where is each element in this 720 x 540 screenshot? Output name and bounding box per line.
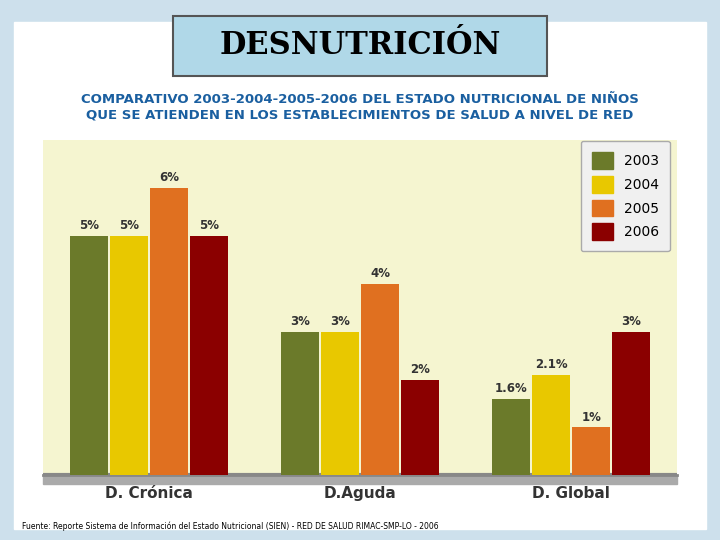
Legend: 2003, 2004, 2005, 2006: 2003, 2004, 2005, 2006 bbox=[580, 140, 670, 252]
Text: COMPARATIVO 2003-2004-2005-2006 DEL ESTADO NUTRICIONAL DE NIÑOS: COMPARATIVO 2003-2004-2005-2006 DEL ESTA… bbox=[81, 93, 639, 106]
Bar bbox=[532, 375, 570, 475]
Bar bbox=[361, 284, 399, 475]
Bar bbox=[401, 380, 439, 475]
Text: 1.6%: 1.6% bbox=[495, 382, 527, 395]
Bar bbox=[70, 236, 107, 475]
Bar bbox=[190, 236, 228, 475]
Text: DESNUTRICIÓN: DESNUTRICIÓN bbox=[220, 30, 500, 62]
Text: 4%: 4% bbox=[370, 267, 390, 280]
Bar bbox=[321, 332, 359, 475]
Bar bbox=[150, 188, 188, 475]
Text: 6%: 6% bbox=[159, 171, 179, 184]
Text: 3%: 3% bbox=[290, 315, 310, 328]
Bar bbox=[281, 332, 319, 475]
Text: 5%: 5% bbox=[119, 219, 139, 232]
Bar bbox=[43, 475, 677, 484]
Bar bbox=[572, 427, 611, 475]
FancyBboxPatch shape bbox=[173, 16, 547, 76]
Text: 3%: 3% bbox=[330, 315, 350, 328]
Text: 1%: 1% bbox=[581, 410, 601, 423]
Text: 5%: 5% bbox=[199, 219, 219, 232]
Text: 5%: 5% bbox=[78, 219, 99, 232]
Text: 2.1%: 2.1% bbox=[535, 358, 567, 371]
Text: Fuente: Reporte Sistema de Información del Estado Nutricional (SIEN) - RED DE SA: Fuente: Reporte Sistema de Información d… bbox=[22, 522, 438, 531]
Bar bbox=[109, 236, 148, 475]
Bar bbox=[613, 332, 650, 475]
Text: 2%: 2% bbox=[410, 363, 430, 376]
Bar bbox=[492, 399, 530, 475]
Text: QUE SE ATIENDEN EN LOS ESTABLECIMIENTOS DE SALUD A NIVEL DE RED: QUE SE ATIENDEN EN LOS ESTABLECIMIENTOS … bbox=[86, 109, 634, 122]
Text: 3%: 3% bbox=[621, 315, 642, 328]
